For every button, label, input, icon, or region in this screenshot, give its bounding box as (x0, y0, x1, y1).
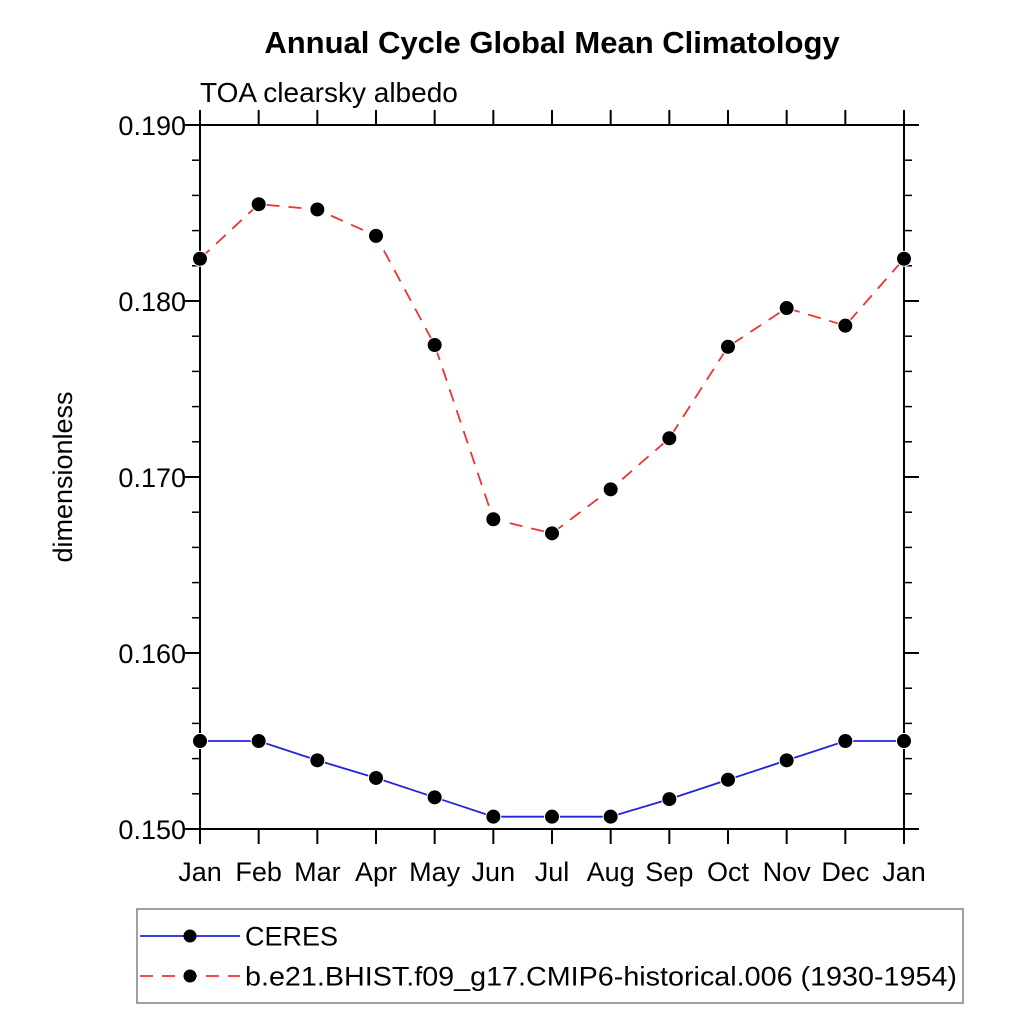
x-tick-label: Jul (535, 857, 570, 887)
x-tick-label: Jun (472, 857, 516, 887)
data-point-marker (192, 733, 208, 749)
x-tick-label: May (409, 857, 461, 887)
data-point-marker (837, 733, 854, 749)
x-tick-label: Aug (587, 857, 635, 887)
x-tick-label: Sep (645, 857, 693, 887)
x-tick-label: Jan (882, 857, 926, 887)
data-point-marker (368, 769, 384, 786)
data-point-marker (192, 250, 208, 267)
data-point-marker (896, 250, 912, 267)
legend-label: CERES (245, 922, 338, 952)
data-point-marker (485, 511, 502, 528)
y-tick-label: 0.160 (118, 639, 186, 669)
y-tick-label: 0.180 (118, 287, 186, 317)
legend-marker-icon (183, 969, 197, 983)
x-tick-label: Apr (355, 857, 397, 887)
data-point-marker (250, 196, 267, 213)
data-point-marker (720, 338, 736, 355)
y-tick-label: 0.150 (118, 815, 186, 845)
chart-subtitle: TOA clearsky albedo (200, 77, 458, 108)
x-tick-label: Dec (821, 857, 869, 887)
axes-group: Jan Feb Mar Apr May Jun Jul Aug Sep Oct Nov Dec Jan 0… (118, 110, 926, 887)
data-point-marker (426, 337, 443, 353)
series-group (192, 196, 912, 825)
x-tick-label: Jan (178, 857, 222, 887)
data-point-marker (778, 752, 795, 769)
x-tick-label: Nov (763, 857, 812, 887)
data-point-marker (602, 808, 619, 825)
data-point-marker (661, 791, 678, 808)
legend-marker-icon (183, 929, 197, 943)
y-tick-label: 0.190 (118, 111, 186, 141)
data-point-marker (602, 481, 619, 498)
x-tick-label: Feb (235, 857, 282, 887)
x-tick-label: Mar (294, 857, 341, 887)
data-point-marker (661, 430, 678, 447)
data-point-marker (896, 733, 912, 749)
data-point-marker (837, 317, 854, 334)
data-point-marker (485, 808, 502, 825)
plot-frame (199, 124, 905, 830)
legend-box (136, 908, 964, 1004)
y-tick-label: 0.170 (118, 463, 186, 493)
legend-label: b.e21.BHIST.f09_g17.CMIP6-historical.006… (245, 962, 957, 992)
y-axis-label: dimensionless (48, 391, 78, 562)
data-point-marker (426, 789, 443, 806)
chart-title: Annual Cycle Global Mean Climatology (264, 25, 840, 60)
data-point-marker (250, 733, 267, 749)
x-tick-label: Oct (707, 857, 750, 887)
legend: CERES b.e21.BHIST.f09_g17.CMIP6-historica… (136, 908, 964, 1004)
data-point-marker (309, 201, 326, 218)
data-point-marker (544, 808, 560, 825)
data-point-marker (368, 227, 384, 244)
data-point-marker (778, 300, 795, 317)
data-point-marker (544, 525, 560, 542)
series-line-0 (200, 740, 904, 818)
series-line-1 (199, 203, 905, 535)
data-point-marker (720, 771, 736, 788)
data-point-marker (309, 752, 326, 769)
